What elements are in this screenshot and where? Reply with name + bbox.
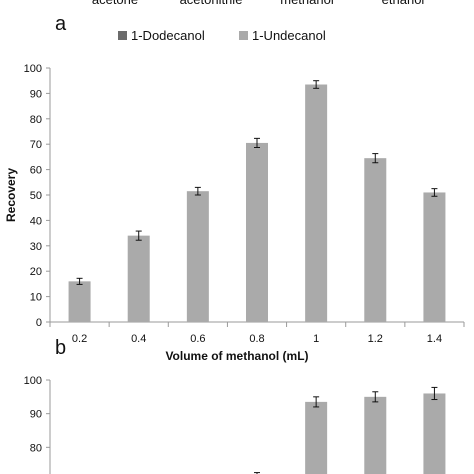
x-tick-label: 1.4 [427,333,442,345]
bar [246,142,268,322]
bar [423,393,446,474]
panel-a-plot: 0 10 20 30 40 50 60 70 80 90 100 0.2 0.4 0.6 0.8 1 1.2 1.… [24,63,465,345]
y-tick-label: 90 [30,88,42,100]
y-axis-title: Recovery [4,168,18,222]
legend-swatch-undecanol [239,31,248,40]
bar [305,84,328,322]
y-tick-label: 90 [30,409,42,421]
y-tick-label: 10 [30,292,42,304]
x-axis-title: Volume of methanol (mL) [165,349,308,363]
legend: 1-Dodecanol 1-Undecanol [118,28,326,43]
y-tick-label: 100 [24,63,42,75]
cut-label-acetonitrile: acetonitrile [180,0,243,7]
x-tick-label: 0.6 [190,333,205,345]
bar [364,396,387,474]
legend-label-undecanol: 1-Undecanol [252,28,326,43]
bar [127,235,150,322]
y-tick-label: 100 [24,375,42,387]
bar [68,281,91,322]
bar [423,192,446,322]
x-tick-label: 1 [313,333,319,345]
y-tick-label: 20 [30,266,42,278]
y-tick-label: 80 [30,114,42,126]
x-tick-label: 0.8 [249,333,264,345]
y-tick-label: 60 [30,165,42,177]
cut-label-ethanol: ethanol [382,0,425,7]
x-tick-label: 1.2 [368,333,383,345]
y-tick-label: 50 [30,190,42,202]
cut-label-acetone: acetone [92,0,138,7]
y-tick-label: 80 [30,442,42,454]
y-tick-label: 30 [30,241,42,253]
bar [186,191,209,322]
panel-b-label: b [55,337,66,359]
legend-label-dodecanol: 1-Dodecanol [131,28,205,43]
panel-a-label: a [55,13,67,35]
y-tick-label: 40 [30,215,42,227]
panel-b-plot: 80 90 100 [24,375,446,474]
x-tick-label: 0.2 [72,333,87,345]
cut-label-methanol: methanol [280,0,334,7]
x-tick-label: 0.4 [131,333,146,345]
y-tick-label: 0 [36,317,42,329]
bar [364,158,387,322]
top-cut-labels: acetone acetonitrile methanol ethanol [92,0,425,7]
bar [305,401,328,474]
y-tick-label: 70 [30,139,42,151]
legend-swatch-dodecanol [118,31,127,40]
